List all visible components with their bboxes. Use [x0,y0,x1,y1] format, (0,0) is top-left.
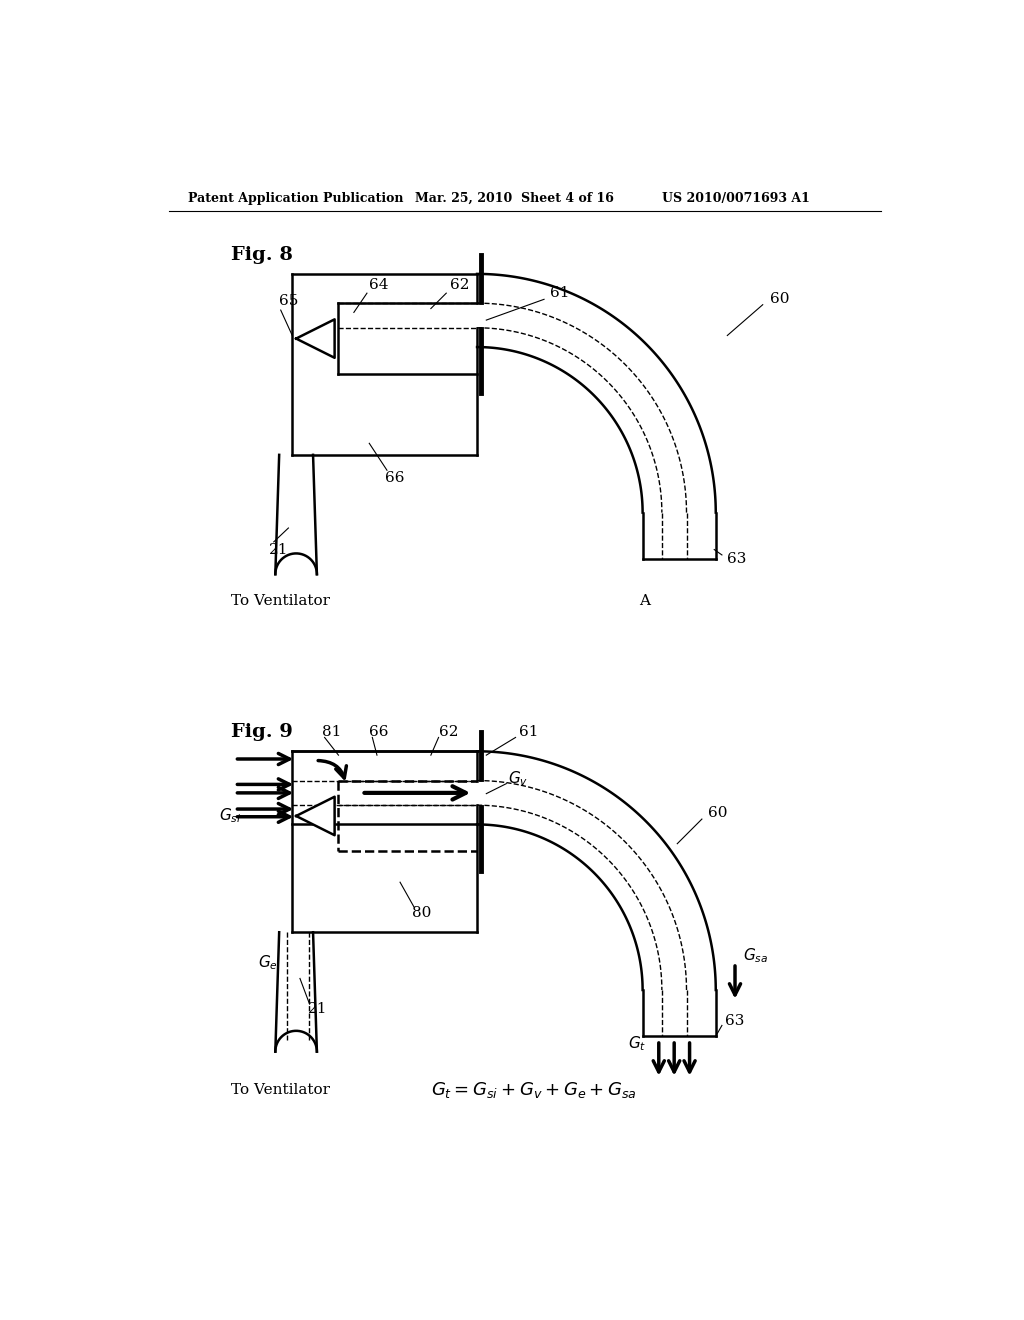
Polygon shape [296,319,335,358]
Text: 81: 81 [322,725,341,739]
Text: US 2010/0071693 A1: US 2010/0071693 A1 [662,191,810,205]
Text: $G_t$: $G_t$ [628,1035,646,1053]
Text: 60: 60 [770,292,790,305]
Text: To Ventilator: To Ventilator [230,1084,330,1097]
Text: 60: 60 [708,807,728,820]
Text: $G_e$: $G_e$ [258,953,278,973]
Text: $G_t = G_{si} + G_v + G_e + G_{sa}$: $G_t = G_{si} + G_v + G_e + G_{sa}$ [431,1080,637,1100]
Text: 62: 62 [438,725,458,739]
Text: 63: 63 [727,552,745,566]
Text: 62: 62 [451,279,470,293]
Text: 63: 63 [725,1014,744,1028]
Text: 21: 21 [269,543,289,557]
Text: $G_{sa}$: $G_{sa}$ [742,946,768,965]
Text: $G_v$: $G_v$ [508,768,528,788]
Text: A: A [639,594,650,609]
Text: To Ventilator: To Ventilator [230,594,330,609]
FancyArrowPatch shape [318,760,346,777]
Text: Fig. 8: Fig. 8 [230,246,293,264]
Text: 80: 80 [412,906,431,920]
Text: 65: 65 [280,294,299,308]
Text: 64: 64 [370,279,389,293]
Polygon shape [296,797,335,836]
Text: Patent Application Publication: Patent Application Publication [188,191,403,205]
Text: Fig. 9: Fig. 9 [230,723,293,741]
Text: 66: 66 [385,471,404,484]
Text: 21: 21 [307,1002,327,1016]
Text: 61: 61 [519,725,539,739]
Text: 66: 66 [370,725,389,739]
Text: 61: 61 [550,286,569,300]
Text: $G_{si}$: $G_{si}$ [219,807,242,825]
Text: Mar. 25, 2010  Sheet 4 of 16: Mar. 25, 2010 Sheet 4 of 16 [416,191,614,205]
